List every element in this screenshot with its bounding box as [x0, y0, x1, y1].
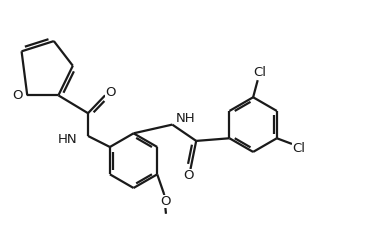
Text: O: O — [183, 169, 194, 182]
Text: O: O — [161, 195, 171, 208]
Text: Cl: Cl — [253, 66, 266, 79]
Text: HN: HN — [58, 132, 77, 146]
Text: Cl: Cl — [292, 142, 305, 155]
Text: O: O — [12, 89, 23, 102]
Text: NH: NH — [175, 112, 195, 125]
Text: O: O — [105, 86, 115, 99]
